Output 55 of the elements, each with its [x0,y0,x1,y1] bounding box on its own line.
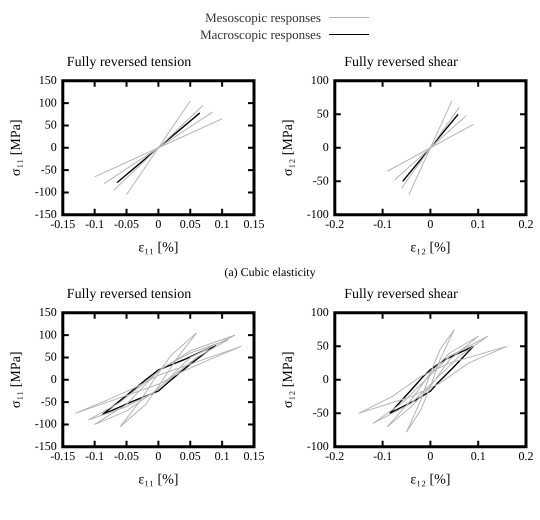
y-tick-label: -50 [40,394,57,408]
x-axis-title: ε₁₁ [%] [138,240,178,256]
x-tick-label: 0 [155,449,162,464]
x-tick-label: -0.1 [373,449,392,464]
y-tick-label: -100 [34,416,57,431]
x-tick-label: 0.05 [180,449,201,464]
x-tick-label: -0.05 [114,217,140,232]
chart-title: Fully reversed shear [344,55,458,70]
y-tick-label: -50 [312,405,329,420]
y-tick-label: 50 [44,350,57,364]
x-tick-label: 0 [427,449,434,464]
y-tick-label: 50 [316,106,329,120]
x-tick-label: 0.2 [518,449,534,464]
chart-title: Fully reversed tension [66,287,192,302]
y-tick-label: 100 [310,304,329,319]
x-tick-label: 0.1 [214,449,230,464]
x-axis-title: ε₁₂ [%] [410,472,450,488]
chart-title: Fully reversed tension [66,55,192,70]
x-axis-title: ε₁₂ [%] [410,240,450,256]
y-axis-title: σ₁₁ [MPa] [9,352,24,408]
x-tick-label: 0.15 [244,217,264,232]
x-tick-label: 0.15 [244,449,264,464]
x-tick-label: -0.1 [373,217,392,232]
y-tick-label: -50 [312,173,329,188]
x-tick-label: 0.1 [470,217,486,232]
y-tick-label: 50 [316,338,329,352]
x-tick-label: 0.2 [518,217,534,232]
x-tick-label: 0.05 [180,217,201,232]
x-axis-title: ε₁₁ [%] [138,472,178,488]
y-tick-label: -50 [40,162,57,176]
legend-label: Mesoscopic responses [204,10,321,26]
x-tick-label: 0.1 [214,217,230,232]
x-tick-label: 0.1 [470,449,486,464]
y-axis-title: σ₁₂ [MPa] [281,120,296,176]
y-axis-title: σ₁₂ [MPa] [281,352,296,408]
chart-title: Fully reversed shear [344,287,458,302]
y-tick-label: 0 [322,372,329,386]
text: (a) Cubic elasticity [223,264,317,281]
x-tick-label: 0 [155,217,162,232]
y-tick-label: 150 [38,304,57,319]
x-tick-label: -0.1 [85,449,104,464]
y-tick-label: 100 [310,72,329,87]
x-tick-label: 0 [427,217,434,232]
y-tick-label: 100 [38,327,57,342]
y-tick-label: 100 [38,95,57,110]
y-tick-label: 50 [44,118,57,132]
legend-label: Macroscopic responses [199,26,321,42]
y-tick-label: 0 [50,140,57,154]
x-tick-label: -0.05 [114,449,140,464]
y-axis-title: σ₁₁ [MPa] [9,120,24,176]
y-tick-label: 0 [50,372,57,386]
y-tick-label: 150 [38,72,57,87]
y-tick-label: -100 [34,184,57,199]
x-tick-label: -0.1 [85,217,104,232]
y-tick-label: 0 [322,140,329,154]
